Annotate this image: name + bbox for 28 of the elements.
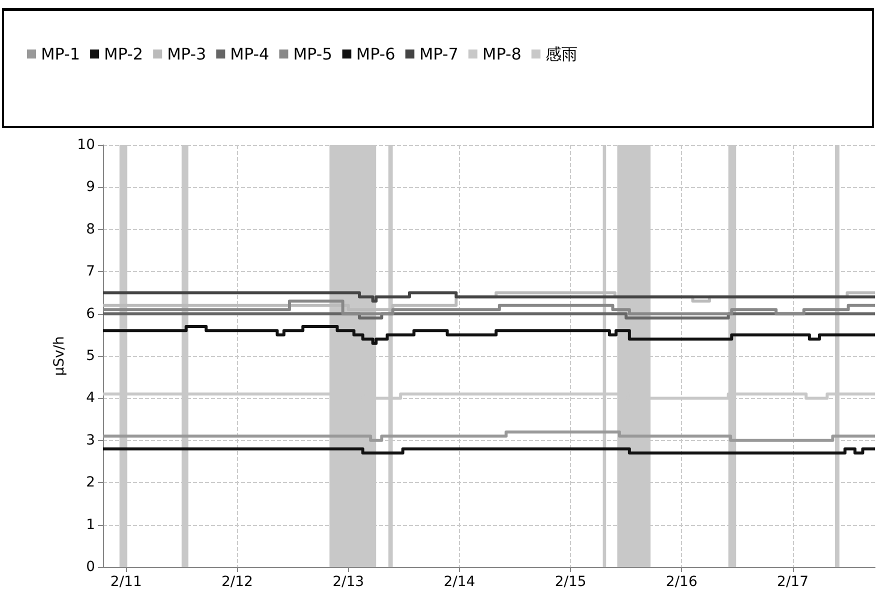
x-tick-label: 2/14 <box>444 574 476 590</box>
y-tick-label: 5 <box>86 348 95 364</box>
y-tick-label: 2 <box>86 474 95 491</box>
y-axis-title: μSv/h <box>51 336 68 376</box>
x-tick-label: 2/13 <box>332 574 364 590</box>
legend-label: MP-3 <box>167 44 206 64</box>
legend-label: MP-6 <box>356 44 396 64</box>
y-tick-label: 0 <box>86 559 95 575</box>
y-tick-label: 10 <box>77 137 95 153</box>
y-tick-label: 9 <box>86 179 95 196</box>
y-tick-label: 7 <box>86 264 95 280</box>
x-tick-label: 2/16 <box>666 574 698 590</box>
legend-label: MP-1 <box>41 44 80 64</box>
x-tick-label: 2/15 <box>554 574 586 590</box>
legend-label: MP-5 <box>293 44 332 64</box>
legend-label: MP-2 <box>104 44 144 64</box>
legend-label: MP-8 <box>482 44 522 64</box>
y-tick-label: 6 <box>86 306 96 322</box>
legend-label: MP-4 <box>230 44 270 64</box>
x-tick-label: 2/11 <box>110 574 142 590</box>
legend-label: MP-7 <box>419 44 458 64</box>
y-tick-label: 1 <box>86 516 95 533</box>
y-tick-label: 3 <box>86 432 95 448</box>
y-tick-label: 4 <box>86 390 96 406</box>
x-tick-label: 2/12 <box>222 574 253 590</box>
y-tick-label: 8 <box>86 221 95 238</box>
legend-label: 感雨 <box>545 44 578 64</box>
x-tick-label: 2/17 <box>777 574 808 590</box>
